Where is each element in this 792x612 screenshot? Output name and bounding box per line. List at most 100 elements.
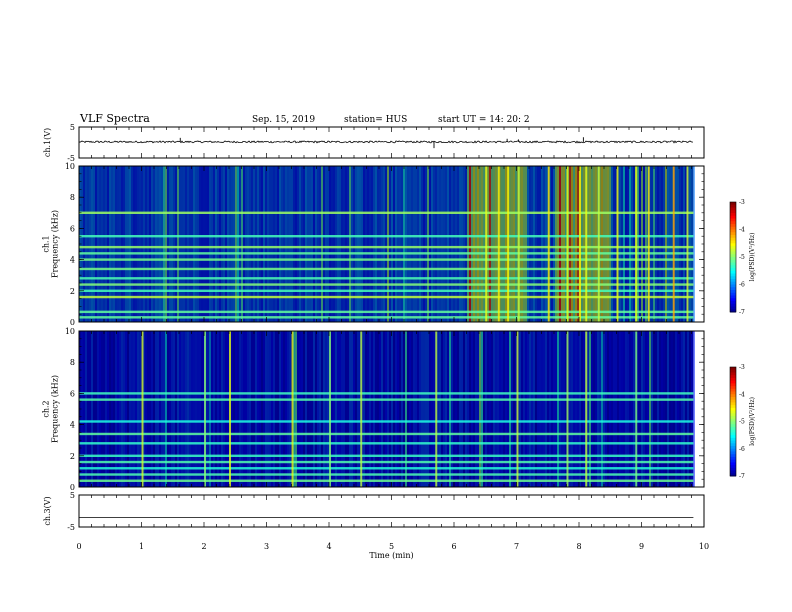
- spectrogram-column: [101, 331, 103, 487]
- spectrogram-column: [279, 331, 281, 487]
- spectrogram-column: [659, 166, 661, 322]
- spectrogram-column: [447, 166, 449, 322]
- colorbar-step: [730, 375, 736, 379]
- spectrogram-column: [395, 331, 397, 487]
- x-tick-label: 5: [389, 542, 394, 551]
- spectrogram-column: [189, 331, 191, 487]
- colorbar-step: [730, 254, 736, 258]
- y-tick-label: 2: [70, 452, 75, 461]
- spectrogram-column: [563, 166, 565, 322]
- x-axis-label: Time (min): [369, 551, 413, 560]
- spectrogram-column: [487, 331, 489, 487]
- spectrogram-column: [253, 331, 255, 487]
- colorbar-step: [730, 462, 736, 466]
- spectrogram-column: [227, 331, 229, 487]
- spectrogram-column: [509, 166, 511, 322]
- y-tick-label: 0: [70, 483, 75, 492]
- spectrogram-column: [335, 166, 337, 322]
- spectrogram-column: [641, 331, 643, 487]
- spectrogram-column: [231, 331, 233, 487]
- spectrogram-column: [137, 166, 139, 322]
- spectrogram-column: [237, 166, 239, 322]
- colorbar-step: [730, 465, 736, 469]
- spectrogram-column: [663, 166, 665, 322]
- spectrogram-column: [243, 166, 245, 322]
- spectrogram-column: [427, 331, 429, 487]
- y-tick-label: 6: [70, 389, 75, 398]
- spectrogram-column: [363, 331, 365, 487]
- spectrogram-column: [191, 331, 193, 487]
- colorbar-step: [730, 265, 736, 269]
- spectrogram-column: [281, 166, 283, 322]
- spectrogram-column: [347, 331, 349, 487]
- sferic-burst: [291, 331, 294, 487]
- spectrogram-column: [615, 166, 617, 322]
- spectrogram-column: [679, 166, 681, 322]
- colorbar-step: [730, 207, 736, 211]
- spectrogram-column: [407, 166, 409, 322]
- colorbar-step: [730, 292, 736, 296]
- spectrogram-column: [191, 166, 193, 322]
- spectrogram-column: [221, 331, 223, 487]
- spectrogram-column: [649, 331, 651, 487]
- spectrogram-column: [569, 331, 571, 487]
- spectrogram-column: [259, 331, 261, 487]
- spectrogram-column: [109, 166, 111, 322]
- spectrogram-column: [411, 166, 413, 322]
- frequency-band: [79, 252, 694, 255]
- spectrogram-column: [175, 331, 177, 487]
- spectrogram-column: [621, 166, 623, 322]
- spectrogram-column: [345, 166, 347, 322]
- spectrogram-column: [397, 166, 399, 322]
- spectrogram-column: [541, 331, 543, 487]
- y-tick-label: 5: [70, 491, 75, 500]
- colorbar-tick-label: -4: [739, 227, 745, 234]
- spectrogram-column: [207, 331, 209, 487]
- spectrogram-column: [405, 331, 407, 487]
- spectrogram-column: [571, 331, 573, 487]
- spectrogram-column: [265, 166, 267, 322]
- colorbar-step: [730, 432, 736, 436]
- spectrogram-column: [671, 166, 673, 322]
- spectrogram-column: [667, 331, 669, 487]
- x-tick-label: 10: [699, 542, 709, 551]
- spectrogram-column: [571, 166, 573, 322]
- spectrogram-column: [379, 166, 381, 322]
- spectrogram-column: [533, 331, 535, 487]
- colorbar-step: [730, 268, 736, 272]
- spectrogram-column: [143, 331, 145, 487]
- sferic-burst: [516, 331, 519, 487]
- spectrogram-column: [251, 331, 253, 487]
- spectrogram-column: [107, 166, 109, 322]
- spectrogram-column: [609, 331, 611, 487]
- colorbar-step: [730, 232, 736, 236]
- spectrogram-column: [349, 331, 351, 487]
- spectrogram-column: [325, 166, 327, 322]
- spectrogram-column: [501, 331, 503, 487]
- spectrogram-column: [611, 331, 613, 487]
- spectrogram-column: [653, 166, 655, 322]
- colorbar: -3 -4 -5 -6 -7 log(PSD)(V²/Hz): [729, 199, 756, 316]
- spectrogram-column: [145, 331, 147, 487]
- spectrogram-column: [611, 166, 613, 322]
- colorbar-label: log(PSD)(V²/Hz): [749, 397, 756, 446]
- spectrogram-column: [311, 331, 313, 487]
- spectrogram-column: [99, 331, 101, 487]
- colorbar-step: [730, 396, 736, 401]
- spectrogram-column: [463, 166, 465, 322]
- spectrogram-column: [153, 166, 155, 322]
- spectrogram-column: [575, 331, 577, 487]
- frequency-band: [79, 442, 694, 445]
- spectrogram-column: [125, 166, 127, 322]
- spectrogram-column: [449, 166, 451, 322]
- spectrogram-column: [397, 331, 399, 487]
- spectrogram-column: [173, 166, 175, 322]
- spectrogram-column: [547, 331, 549, 487]
- sferic-burst: [635, 331, 638, 487]
- spectrogram-column: [679, 331, 681, 487]
- spectrogram-column: [469, 331, 471, 487]
- spectrogram-column: [147, 166, 149, 322]
- spectrogram-column: [691, 331, 693, 487]
- spectrogram-column: [581, 331, 583, 487]
